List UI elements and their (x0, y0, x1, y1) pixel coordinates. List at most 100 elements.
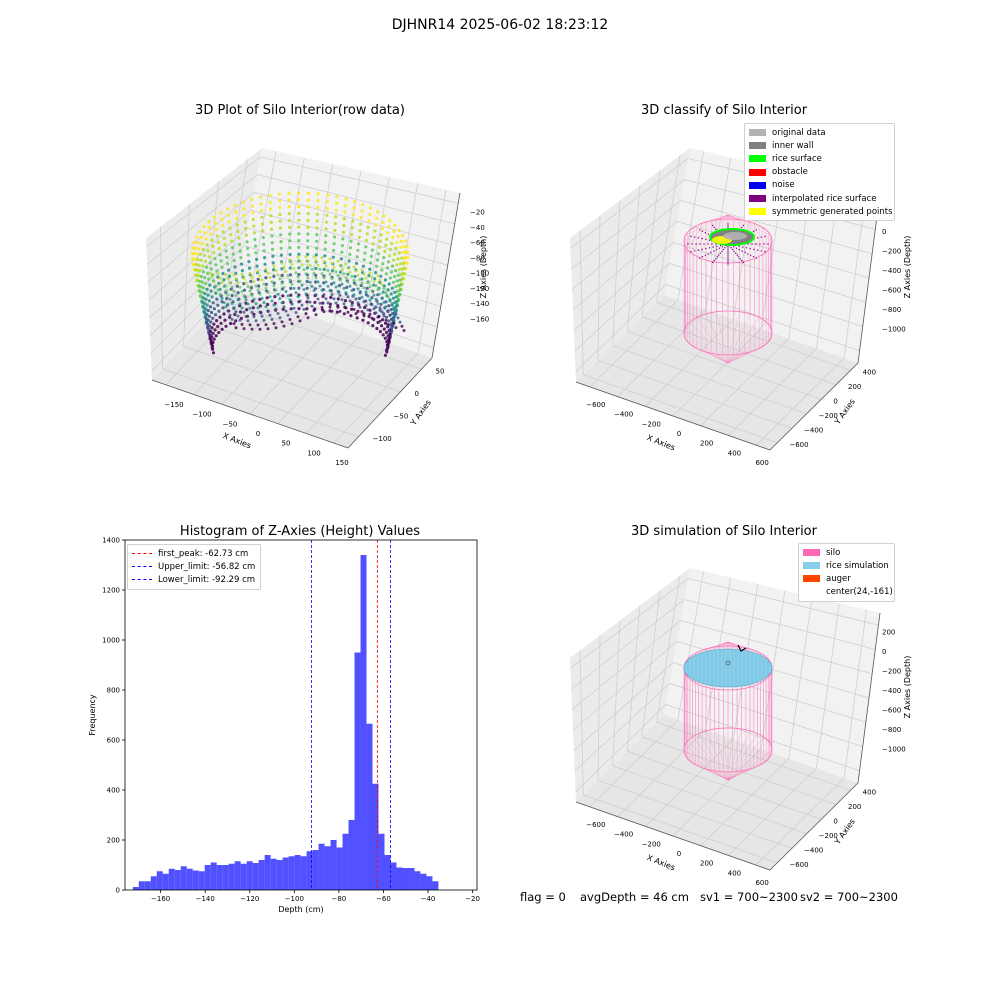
p1-point (367, 314, 371, 319)
p1-point (270, 241, 274, 245)
p1-point (211, 331, 215, 335)
p1-point (348, 246, 352, 250)
histogram-bar (420, 873, 427, 890)
p1-point (352, 206, 356, 210)
p1-point (279, 240, 283, 244)
p1-point (313, 280, 318, 284)
p1-point (261, 235, 265, 240)
p1-grid-z (149, 227, 445, 319)
p2-interpolated-point (724, 247, 726, 249)
p1-point (375, 264, 379, 268)
p1-point (230, 246, 235, 250)
histogram-bar (330, 840, 337, 890)
p1-point (207, 324, 211, 328)
p1-point (210, 344, 214, 348)
p4-silo-cone-line (727, 733, 758, 781)
p1-point (240, 322, 244, 326)
p1-point (358, 291, 362, 295)
p1-point (356, 301, 360, 305)
p1-point (248, 323, 252, 327)
histogram-bar (384, 855, 391, 890)
p1-point (365, 232, 369, 236)
p1-point (268, 207, 273, 211)
p3-x-tick-label: −160 (151, 895, 170, 903)
p1-point (271, 261, 275, 265)
p4-y-tick-label: −600 (789, 861, 808, 869)
p1-point (232, 273, 236, 277)
p1-point (245, 240, 249, 244)
p1-point (218, 292, 222, 296)
p1-grid-x (193, 157, 305, 395)
p1-point (264, 282, 268, 286)
p1-point (383, 336, 387, 340)
p1-point (403, 239, 407, 243)
p1-point (382, 327, 386, 331)
p4-z-tick-label: 200 (882, 629, 895, 637)
p3-bars (132, 555, 439, 890)
p4-grid-y (626, 605, 822, 820)
legend-item-auger: auger (803, 572, 889, 585)
histogram-bar (282, 857, 289, 890)
p1-point (252, 280, 256, 284)
p1-point (404, 250, 408, 254)
p1-point (338, 270, 342, 274)
p2-interpolated-point (755, 257, 757, 259)
legend-swatch (749, 129, 766, 137)
p1-point (383, 353, 387, 357)
p1-point (209, 289, 213, 293)
p2-x-tick-label: 0 (677, 430, 681, 438)
p1-point (352, 279, 356, 282)
p1-point (328, 272, 332, 276)
legend-label: rice surface (772, 153, 822, 164)
p1-point (399, 272, 403, 277)
p1-point (203, 259, 208, 263)
p1-point (343, 210, 347, 214)
p1-point (250, 204, 254, 208)
p1-point (362, 314, 366, 318)
p1-point (219, 259, 223, 263)
p1-point (350, 289, 354, 292)
p1-point (302, 288, 306, 291)
p1-point (374, 284, 378, 288)
p1-point (376, 252, 380, 256)
legend-item-noise: noise (749, 179, 889, 192)
p1-point (310, 267, 314, 271)
p1-point (393, 274, 397, 279)
p1-point (271, 254, 275, 258)
p1-point (402, 245, 406, 249)
p2-interpolated-point (739, 258, 741, 260)
p1-point (350, 307, 354, 311)
p1-z-tick-label: −60 (470, 239, 485, 247)
p2-interpolated-point (763, 243, 765, 245)
p1-point (380, 282, 384, 286)
p1-point (282, 265, 286, 269)
p1-point (300, 303, 304, 307)
p1-point (228, 281, 232, 285)
p1-point (332, 265, 336, 269)
p1-grid-z (146, 174, 455, 265)
p4-grid-z (572, 641, 870, 731)
p1-point (241, 200, 245, 204)
p1-point (288, 252, 292, 257)
p1-point (386, 260, 391, 264)
p1-point (210, 273, 215, 277)
p1-point (265, 296, 269, 300)
p1-point (242, 294, 246, 298)
p4-auger-arrow (737, 644, 747, 652)
p1-point (242, 213, 247, 217)
p1-point (383, 278, 387, 282)
p2-interpolated-point (752, 256, 755, 258)
p1-point (392, 321, 396, 325)
p1-point (334, 301, 338, 305)
p1-point (237, 236, 241, 240)
p1-point (325, 200, 329, 204)
p1-point (381, 318, 385, 322)
p1-point (205, 303, 209, 307)
p1-point (334, 208, 338, 212)
p4-y-tick-label: −200 (819, 832, 838, 840)
p1-y-tick-label: −50 (394, 412, 409, 420)
p1-point (376, 315, 380, 319)
p1-point (367, 219, 371, 223)
p2-silo-cone-line (689, 343, 729, 364)
p1-point (213, 257, 217, 261)
